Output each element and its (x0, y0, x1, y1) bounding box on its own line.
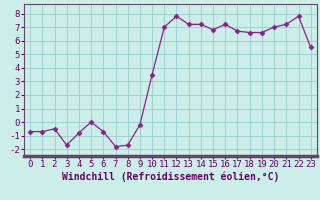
X-axis label: Windchill (Refroidissement éolien,°C): Windchill (Refroidissement éolien,°C) (62, 172, 279, 182)
